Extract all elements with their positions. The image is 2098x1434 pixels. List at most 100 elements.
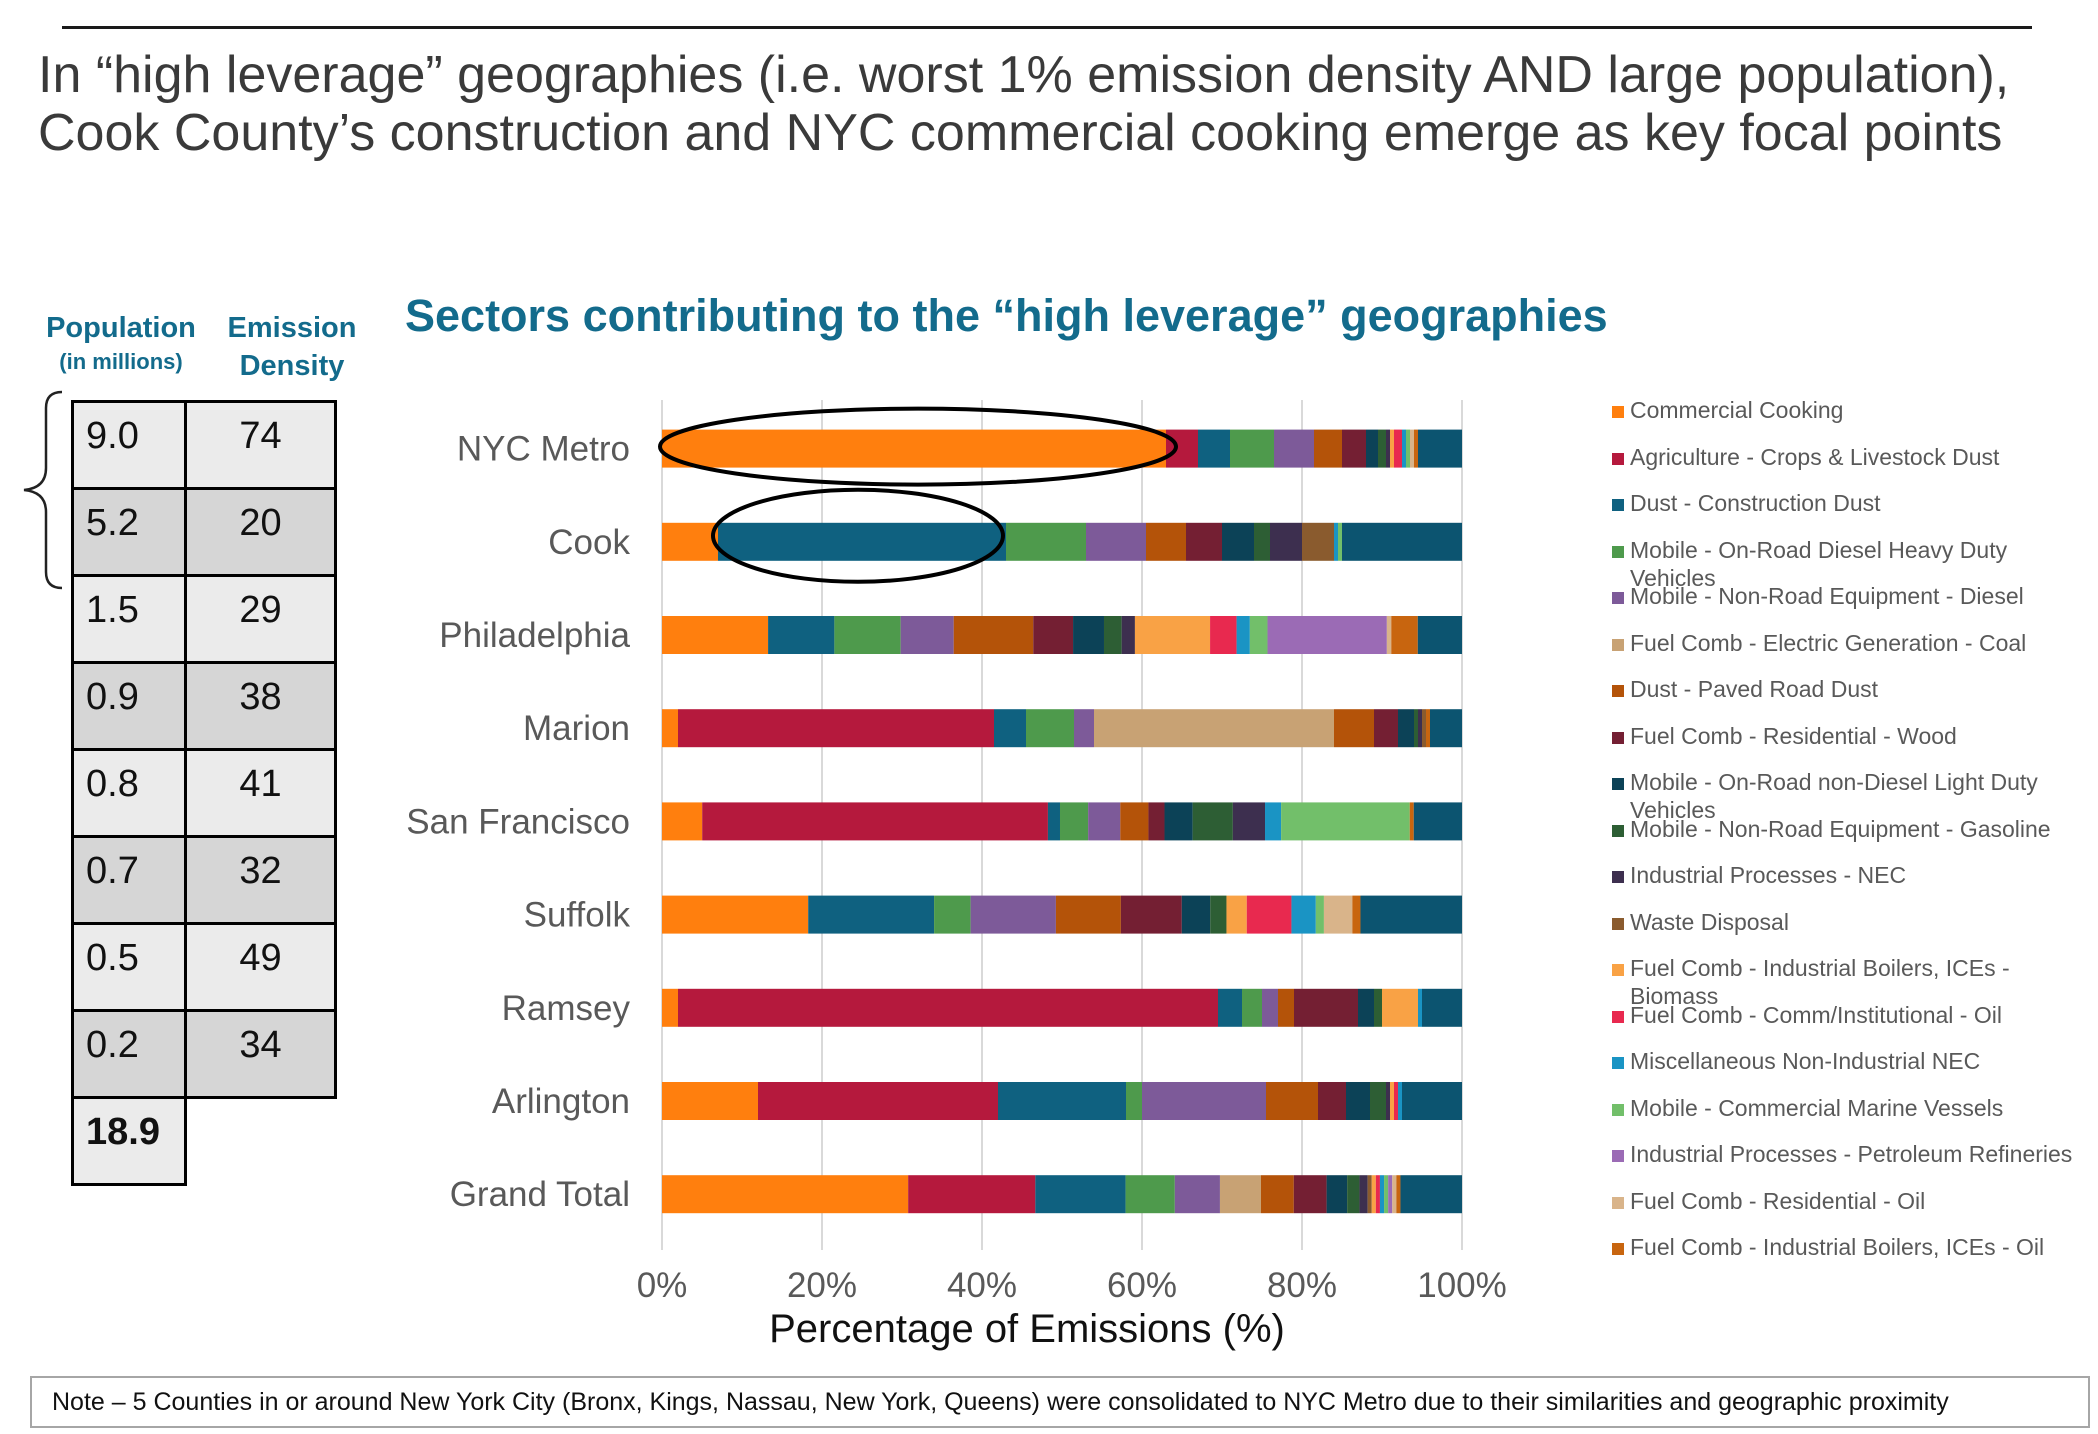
bar-segment	[1414, 429, 1418, 468]
table-row: 1.5 29	[71, 574, 337, 664]
bar-segment	[908, 1175, 1036, 1214]
legend-item: Agriculture - Crops & Livestock Dust	[1612, 443, 2098, 489]
legend-swatch	[1612, 1243, 1624, 1255]
legend-label: Waste Disposal	[1630, 908, 1789, 935]
slide-title-line-1: In “high leverage” geographies (i.e. wor…	[38, 46, 2010, 104]
bar-segment	[1267, 616, 1387, 654]
legend-item: Mobile - On-Road non-Diesel Light Duty V…	[1612, 768, 2098, 823]
bar-segment	[1278, 988, 1294, 1027]
legend-swatch	[1612, 1196, 1624, 1209]
bar-segment	[1392, 1175, 1397, 1214]
bar-segment	[1352, 895, 1361, 934]
bar-segment	[1222, 522, 1254, 561]
density-cell: 49	[184, 922, 337, 1012]
density-cell: 29	[184, 574, 337, 664]
bar-segment	[1006, 522, 1086, 561]
bar-segment	[1410, 429, 1414, 468]
legend-item: Mobile - Non-Road Equipment - Gasoline	[1612, 815, 2098, 861]
legend-item: Industrial Processes - NEC	[1612, 861, 2098, 907]
bar-segment	[1417, 616, 1462, 654]
legend-swatch	[1612, 1150, 1624, 1162]
bar-segment	[1142, 1082, 1266, 1120]
bar-segment	[1262, 988, 1278, 1027]
bar-segment	[1121, 616, 1135, 654]
legend-swatch	[1612, 871, 1624, 883]
legend-item: Miscellaneous Non-Industrial NEC	[1612, 1047, 2098, 1093]
bar-segment	[1210, 895, 1227, 934]
legend-item: Mobile - Commercial Marine Vessels	[1612, 1094, 2098, 1140]
legend-label: Fuel Comb - Residential - Oil	[1630, 1187, 1926, 1214]
density-cell: 32	[184, 835, 337, 925]
bar-segment	[1426, 709, 1430, 748]
population-cell: 0.2	[71, 1009, 187, 1099]
bar-segment	[1366, 429, 1378, 468]
legend-item: Mobile - On-Road Diesel Heavy Duty Vehic…	[1612, 536, 2098, 591]
x-tick-label: 100%	[1417, 1266, 1507, 1305]
bar-segment	[1409, 802, 1414, 841]
bar-segment	[1260, 1175, 1294, 1214]
legend-label: Mobile - On-Road non-Diesel Light Duty V…	[1630, 769, 2038, 823]
bar-segment	[1146, 522, 1186, 561]
bar-segment	[1315, 895, 1324, 934]
density-cell: 20	[184, 487, 337, 577]
bar-segment	[1270, 522, 1302, 561]
bar-segment	[1265, 802, 1282, 841]
category-label: Ramsey	[502, 989, 631, 1028]
legend-item: Industrial Processes - Petroleum Refiner…	[1612, 1140, 2098, 1186]
bar-segment	[1094, 709, 1334, 748]
legend-label: Mobile - Non-Road Equipment - Gasoline	[1630, 815, 2051, 842]
bar-segment	[1323, 895, 1353, 934]
bar-segment	[1334, 709, 1374, 748]
bar-segment	[1055, 895, 1121, 934]
bar-segment	[1232, 802, 1266, 841]
table-row: 0.2 34	[71, 1009, 337, 1099]
bar-segment	[1218, 988, 1242, 1027]
bar-segment	[1398, 709, 1414, 748]
bar-segment	[1391, 616, 1418, 654]
population-cell: 0.7	[71, 835, 187, 925]
bar-segment	[1226, 895, 1247, 934]
bar-segment	[1406, 429, 1410, 468]
bar-segment	[1386, 1082, 1390, 1120]
bar-segment	[1422, 709, 1426, 748]
bar-segment	[1073, 616, 1104, 654]
bar-segment	[768, 616, 835, 654]
bar-segment	[662, 895, 809, 934]
legend-label: Industrial Processes - NEC	[1630, 862, 1907, 888]
x-axis-title: Percentage of Emissions (%)	[769, 1307, 1285, 1351]
total-population-cell: 18.9	[71, 1096, 187, 1186]
bar-segment	[1370, 1082, 1386, 1120]
bar-segment	[953, 616, 1034, 654]
legend-swatch	[1612, 545, 1624, 558]
bar-segment	[1367, 1175, 1372, 1214]
category-label: Arlington	[492, 1082, 630, 1121]
bar-segment	[1398, 1082, 1402, 1120]
bar-segment	[1375, 1175, 1380, 1214]
bar-segment	[1378, 429, 1386, 468]
density-cell: 38	[184, 661, 337, 751]
legend-item: Fuel Comb - Residential - Oil	[1612, 1187, 2098, 1233]
category-label: NYC Metro	[457, 430, 630, 469]
legend-label: Miscellaneous Non-Industrial NEC	[1630, 1048, 1981, 1074]
bars	[662, 429, 1462, 1214]
bar-segment	[1326, 1175, 1348, 1214]
legend-swatch	[1612, 1057, 1624, 1069]
table-row: 0.8 41	[71, 748, 337, 838]
legend-item: Fuel Comb - Industrial Boilers, ICEs - B…	[1612, 954, 2098, 1009]
legend-label: Fuel Comb - Electric Generation - Coal	[1630, 629, 2027, 656]
table-row: 0.5 49	[71, 922, 337, 1012]
x-tick-label: 80%	[1267, 1266, 1337, 1305]
top-rule	[62, 26, 2032, 29]
bar-segment	[1430, 709, 1462, 748]
population-cell: 1.5	[71, 574, 187, 664]
legend-label: Fuel Comb - Comm/Institutional - Oil	[1630, 1001, 2002, 1028]
bar-segment	[934, 895, 971, 934]
bar-segment	[1402, 429, 1406, 468]
legend-swatch	[1612, 406, 1624, 418]
bar-segment	[1338, 522, 1342, 561]
bar-segment	[1384, 1175, 1389, 1214]
legend-label: Mobile - Commercial Marine Vessels	[1630, 1094, 2004, 1121]
chart-title: Sectors contributing to the “high levera…	[405, 290, 1608, 341]
bar-segment	[1371, 1175, 1376, 1214]
bar-segment	[1186, 522, 1222, 561]
